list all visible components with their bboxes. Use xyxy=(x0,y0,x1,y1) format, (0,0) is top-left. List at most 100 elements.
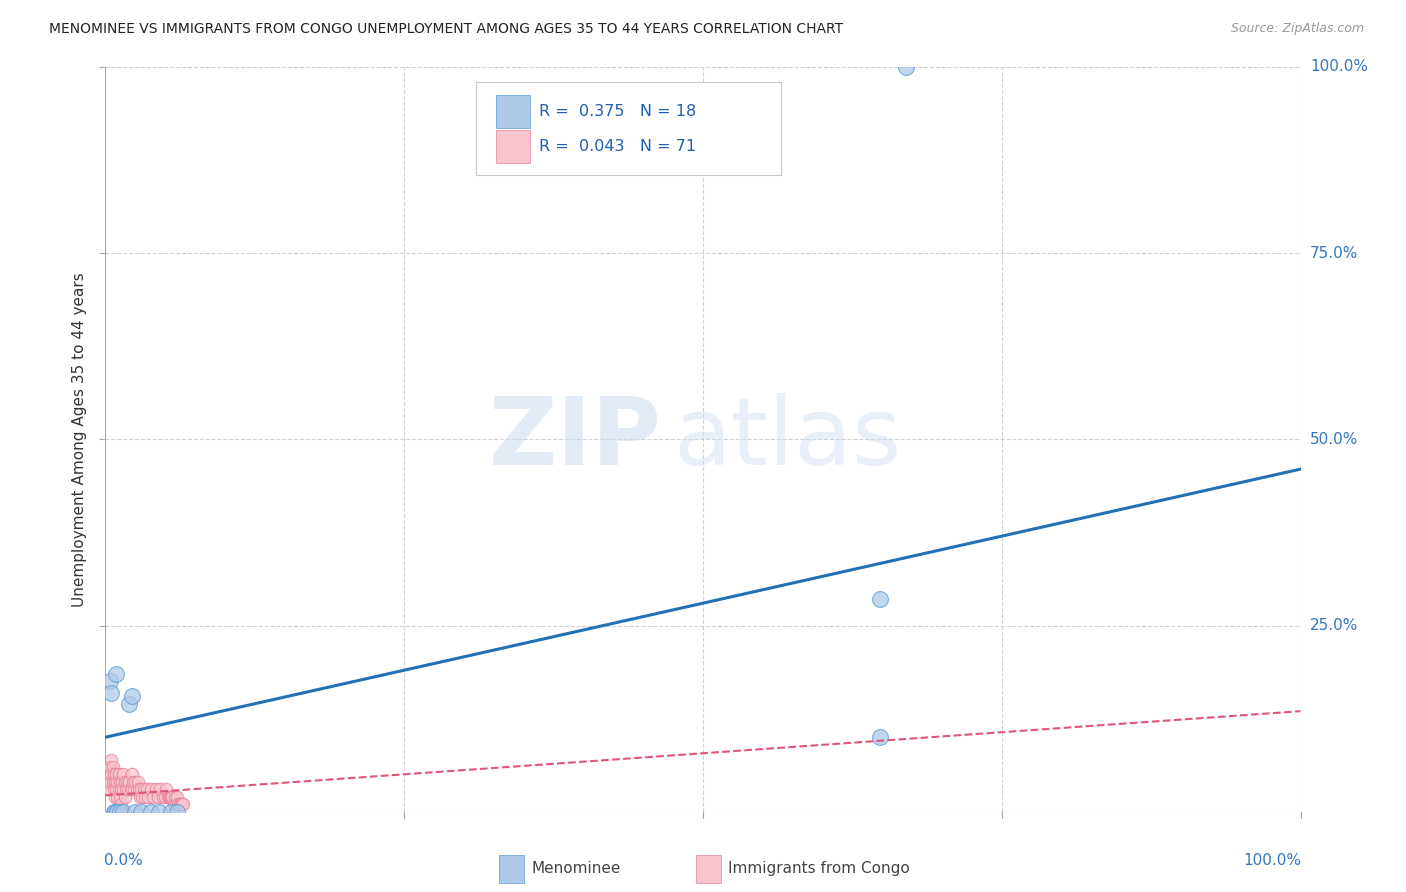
Point xyxy=(108,775,131,789)
Point xyxy=(131,789,153,804)
Text: ZIP: ZIP xyxy=(488,393,661,485)
Point xyxy=(101,775,124,789)
Point xyxy=(170,797,193,812)
Point xyxy=(139,782,162,797)
Point xyxy=(110,782,132,797)
Point xyxy=(108,789,131,804)
Text: Menominee: Menominee xyxy=(531,862,621,876)
Point xyxy=(110,797,132,812)
Point xyxy=(172,797,194,812)
FancyBboxPatch shape xyxy=(475,82,780,175)
Point xyxy=(160,789,183,804)
Point xyxy=(117,782,139,797)
Point xyxy=(121,782,143,797)
Point xyxy=(134,789,156,804)
Point xyxy=(118,697,141,711)
Point xyxy=(166,789,188,804)
Point xyxy=(166,805,188,819)
Point xyxy=(111,775,134,789)
Point xyxy=(120,782,142,797)
Point xyxy=(146,789,169,804)
Y-axis label: Unemployment Among Ages 35 to 44 years: Unemployment Among Ages 35 to 44 years xyxy=(72,272,87,607)
Point xyxy=(869,592,891,607)
Point xyxy=(103,782,125,797)
Point xyxy=(122,775,145,789)
Point xyxy=(104,775,127,789)
Point xyxy=(896,60,918,74)
Point xyxy=(108,805,131,819)
Point xyxy=(105,767,128,781)
Point xyxy=(122,782,145,797)
Point xyxy=(97,775,120,789)
Point xyxy=(104,805,127,819)
Point xyxy=(112,782,135,797)
Point xyxy=(125,782,148,797)
Point xyxy=(114,775,136,789)
Point xyxy=(98,760,121,774)
FancyBboxPatch shape xyxy=(496,130,530,163)
Text: atlas: atlas xyxy=(673,393,901,485)
FancyBboxPatch shape xyxy=(496,95,530,128)
Point xyxy=(114,789,136,804)
Point xyxy=(100,685,122,699)
Point xyxy=(124,775,146,789)
Point xyxy=(104,789,127,804)
Point xyxy=(107,805,129,819)
Point xyxy=(127,775,149,789)
Point xyxy=(149,782,172,797)
Point xyxy=(163,789,186,804)
Point xyxy=(869,730,891,744)
Point xyxy=(105,667,128,681)
Point xyxy=(101,760,124,774)
Point xyxy=(100,753,122,767)
Point xyxy=(112,805,135,819)
Text: 75.0%: 75.0% xyxy=(1310,245,1358,260)
Text: 25.0%: 25.0% xyxy=(1310,618,1358,633)
Point xyxy=(153,789,177,804)
Point xyxy=(118,775,141,789)
Point xyxy=(139,805,162,819)
Point xyxy=(157,789,180,804)
Point xyxy=(107,767,129,781)
Point xyxy=(148,805,170,819)
Point xyxy=(103,805,125,819)
Point xyxy=(129,782,153,797)
Point xyxy=(160,805,183,819)
Point xyxy=(152,789,174,804)
Point xyxy=(169,797,191,812)
Point xyxy=(107,789,129,804)
Text: 100.0%: 100.0% xyxy=(1310,60,1368,74)
Point xyxy=(132,782,155,797)
Point xyxy=(129,805,153,819)
Point xyxy=(170,797,193,812)
Point xyxy=(165,797,187,812)
Point xyxy=(114,782,136,797)
Point xyxy=(107,782,129,797)
Point xyxy=(115,775,138,789)
Point xyxy=(105,782,128,797)
Text: 0.0%: 0.0% xyxy=(104,853,143,868)
Point xyxy=(98,782,121,797)
Point xyxy=(103,767,125,781)
Point xyxy=(138,789,160,804)
Point xyxy=(112,767,135,781)
Point xyxy=(142,789,165,804)
Point xyxy=(129,789,152,804)
Text: 100.0%: 100.0% xyxy=(1244,853,1302,868)
Text: MENOMINEE VS IMMIGRANTS FROM CONGO UNEMPLOYMENT AMONG AGES 35 TO 44 YEARS CORREL: MENOMINEE VS IMMIGRANTS FROM CONGO UNEMP… xyxy=(49,22,844,37)
Point xyxy=(167,797,190,812)
Point xyxy=(100,767,122,781)
Text: 50.0%: 50.0% xyxy=(1310,432,1358,447)
Text: R =  0.375   N = 18: R = 0.375 N = 18 xyxy=(540,104,696,120)
Point xyxy=(128,782,150,797)
Point xyxy=(124,805,146,819)
Point xyxy=(156,789,179,804)
Point xyxy=(98,674,121,689)
Point xyxy=(145,782,167,797)
Point xyxy=(98,775,121,789)
Point xyxy=(107,775,129,789)
Point xyxy=(136,782,159,797)
Text: Source: ZipAtlas.com: Source: ZipAtlas.com xyxy=(1230,22,1364,36)
Point xyxy=(162,797,184,812)
Point xyxy=(155,782,177,797)
